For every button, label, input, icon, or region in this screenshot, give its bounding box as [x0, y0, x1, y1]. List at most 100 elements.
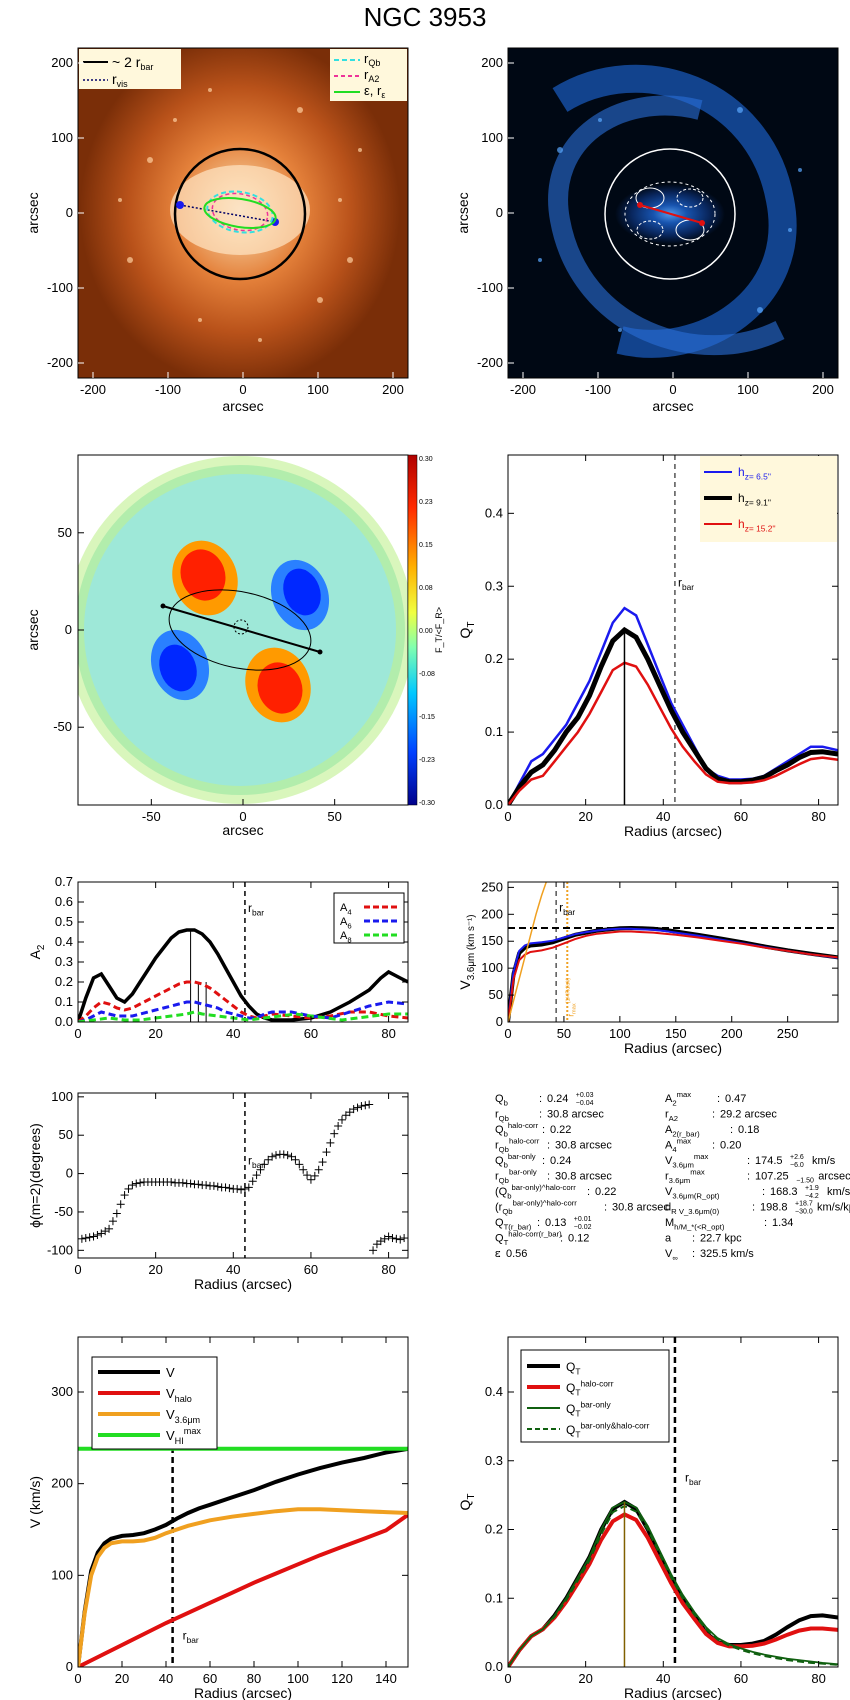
- x-tick-label: 0: [504, 1671, 511, 1686]
- parameter-value: 30.8 arcsec: [555, 1140, 612, 1152]
- x-tick-label: 40: [226, 1026, 240, 1041]
- parameter-colon: :: [747, 1155, 750, 1167]
- parameter-colon: :: [747, 1171, 750, 1183]
- parameter-row: Qb:0.24 +0.03−0.04: [495, 1092, 594, 1107]
- plot-frame: [507, 454, 839, 806]
- y-tick-label: -50: [54, 1204, 73, 1219]
- rotation-series-line: [78, 1513, 408, 1667]
- phase-point: [388, 1234, 397, 1243]
- a-series-line: [78, 980, 408, 1022]
- qt-series-line: [508, 606, 838, 805]
- phase-point: [194, 1180, 203, 1189]
- residual-bar-line: [639, 204, 703, 224]
- y-tick-label: 0.1: [485, 724, 503, 739]
- x-tick-label: 20: [148, 1026, 162, 1041]
- x-tick-label: 200: [812, 382, 834, 397]
- rotation-series-line: [78, 1507, 408, 1667]
- parameter-row: Qbhalo-corr:0.22: [495, 1121, 571, 1138]
- legend-label: QThalo-corr: [566, 1379, 614, 1398]
- parameter-colon: :: [587, 1186, 590, 1198]
- parameter-value: 168.3: [770, 1186, 798, 1198]
- x-tick-label: 40: [226, 1262, 240, 1277]
- y-tick-label: 0: [65, 622, 72, 637]
- plot-frame: [77, 1092, 409, 1259]
- parameter-name: V3.6μm(R_opt): [665, 1186, 720, 1200]
- legend-label: A4: [340, 902, 352, 916]
- phase-point: [330, 1129, 339, 1138]
- x-tick-label: 100: [737, 382, 759, 397]
- phase-point: [248, 1177, 257, 1186]
- x-axis-label: Radius (arcsec): [194, 1276, 292, 1292]
- x-tick-label: 0: [74, 1671, 81, 1686]
- colorbar-tick-label: 0.08: [419, 585, 433, 592]
- phase-point: [306, 1175, 315, 1184]
- x-tick-label: 0: [504, 1026, 511, 1041]
- galaxy-legend-left: [79, 49, 181, 89]
- y-tick-label: 0.3: [485, 578, 503, 593]
- parameter-value: 107.25: [755, 1171, 789, 1183]
- phase-point: [326, 1138, 335, 1147]
- phase-point: [396, 1235, 405, 1244]
- colorbar-ticks: 0.30 0.23 0.15 0.08 0.00 -0.08 -0.15 -0.23 -0.30: [419, 456, 435, 807]
- x-tick-label: -200: [80, 382, 106, 397]
- phase-point: [240, 1184, 249, 1193]
- parameter-row: a:22.7 kpc: [665, 1233, 742, 1245]
- phase-point: [295, 1160, 304, 1169]
- y-axis-label: V3.6μm (km s⁻¹): [457, 914, 477, 989]
- phase-point: [310, 1171, 319, 1180]
- parameter-name: dR V_3.6μm(0): [665, 1202, 720, 1216]
- x-tick-label: 80: [247, 1671, 261, 1686]
- parameter-name: Qbhalo-corr: [495, 1121, 539, 1138]
- legend-label: QT: [566, 1360, 580, 1377]
- phase-point: [291, 1155, 300, 1164]
- parameter-colon: :: [547, 1171, 550, 1183]
- parameter-colon: :: [498, 1248, 501, 1260]
- phase-point: [272, 1151, 280, 1160]
- v-series-line: [508, 882, 548, 1022]
- parameter-row: rA2:29.2 arcsec: [665, 1109, 777, 1123]
- page-title: NGC 3953: [364, 2, 487, 32]
- parameter-row: Mh/M_*(<R_opt):1.34: [665, 1217, 793, 1231]
- y-tick-label: -100: [477, 280, 503, 295]
- parameter-name: Mh/M_*(<R_opt): [665, 1217, 725, 1231]
- parameter-row: (Qbbar-only)^halo-corr:0.22: [495, 1183, 616, 1200]
- y-tick-label: 200: [51, 55, 73, 70]
- parameter-row: QThalo-corr(r_bar): 0.12: [495, 1230, 589, 1247]
- parameter-row: ε: 0.56: [495, 1248, 527, 1260]
- x-tick-label: -100: [155, 382, 181, 397]
- x-axis-label: Radius (arcsec): [194, 1685, 292, 1700]
- parameter-colon: :: [539, 1093, 542, 1105]
- y-tick-label: -200: [47, 355, 73, 370]
- legend-label: VHImax: [166, 1426, 201, 1446]
- phase-point: [209, 1181, 218, 1190]
- parameter-value: 30.8 arcsec: [555, 1171, 612, 1183]
- y-tick-label: 250: [481, 879, 503, 894]
- rbar-annotation: rbar: [685, 1470, 701, 1487]
- y-tick-label: 0: [496, 1014, 503, 1029]
- phase-point: [112, 1209, 121, 1218]
- legend-2rbar-label: ~ 2 rbar: [112, 54, 153, 72]
- y-tick-label: 0.0: [485, 1659, 503, 1674]
- phase-point: [202, 1181, 211, 1190]
- parameter-row: r3.6μmmax:107.25 −1.50 arcsec: [665, 1168, 850, 1185]
- colorbar-tick-label: 0.00: [419, 628, 433, 635]
- colorbar-tick-label: -0.30: [419, 800, 435, 807]
- parameter-name: V3.6μmmax: [665, 1152, 709, 1169]
- x-tick-label: 140: [375, 1671, 397, 1686]
- ra2-ellipse: [211, 192, 269, 232]
- parameter-value: 0.20: [720, 1140, 741, 1152]
- qtcorr-series-line: [508, 1512, 838, 1667]
- x-tick-label: 100: [307, 382, 329, 397]
- residual-image-ylabel: arcsec: [455, 192, 471, 233]
- phase-point: [85, 1233, 94, 1242]
- legend-label: hz= 6.5'': [738, 465, 771, 482]
- y-tick-label: 50: [58, 525, 72, 540]
- x-tick-label: 60: [203, 1671, 217, 1686]
- y-tick-label: 150: [481, 933, 503, 948]
- parameter-value: 0.22: [550, 1124, 571, 1136]
- y-tick-label: 0.4: [55, 934, 73, 949]
- phase-point: [120, 1191, 129, 1200]
- y-axis-label: QT: [457, 1494, 477, 1511]
- legend-epsilon-label: ε, rε: [364, 83, 385, 100]
- parameter-upper-error: +1.9: [805, 1185, 819, 1192]
